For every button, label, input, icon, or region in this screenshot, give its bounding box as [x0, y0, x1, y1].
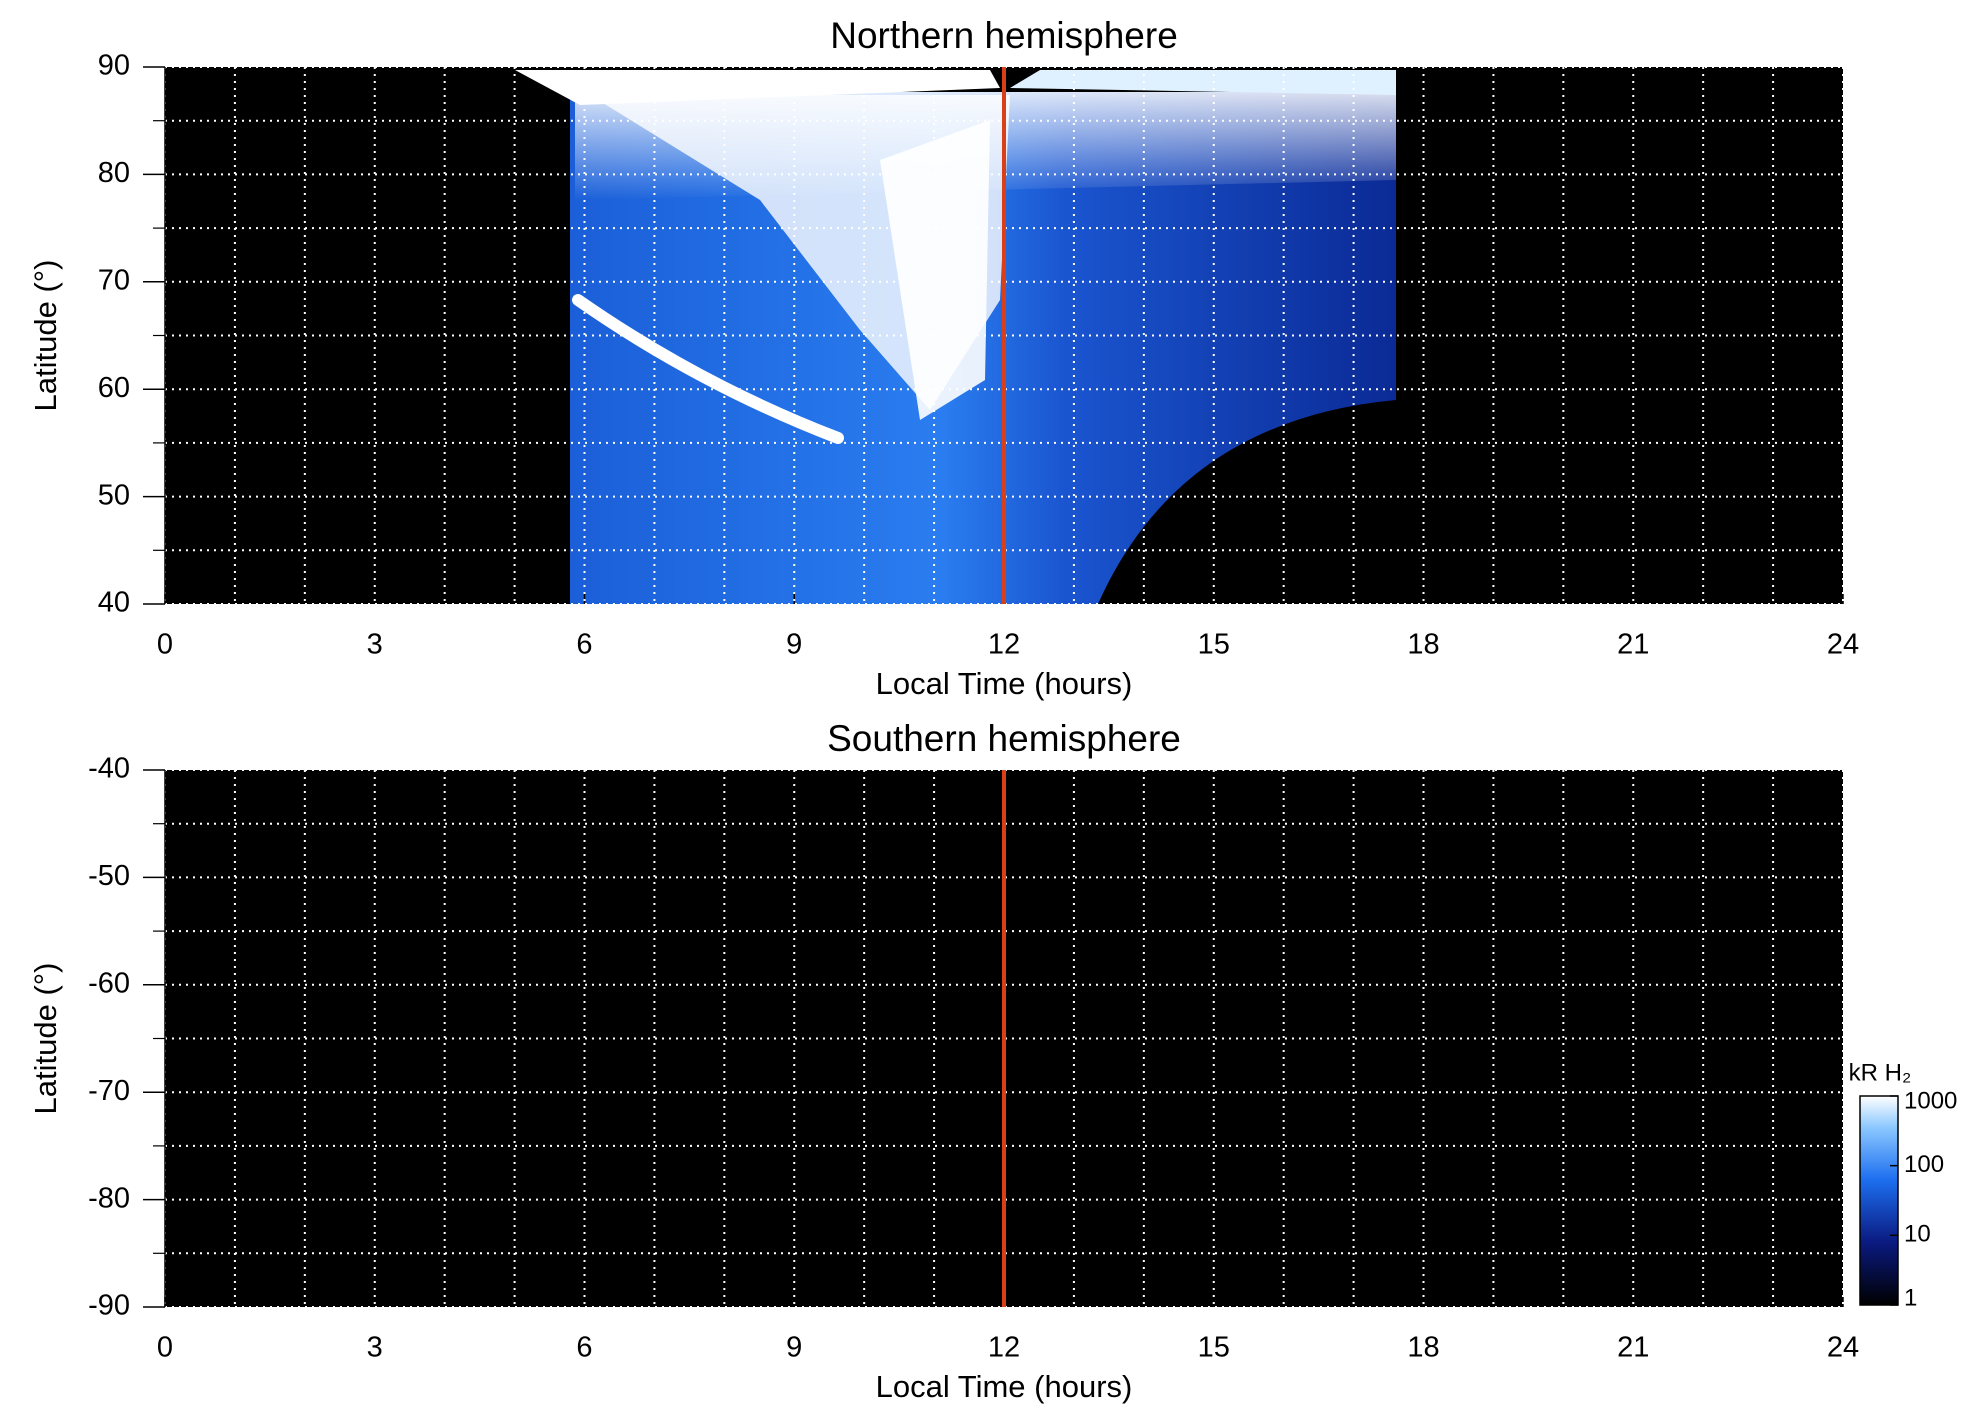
- colorbar-tick-label: 10: [1904, 1221, 1931, 1248]
- colorbar: [1859, 1095, 1899, 1306]
- emission-arc: [572, 294, 844, 444]
- x-tick-label: 0: [157, 629, 173, 661]
- colorbar-label: kR H₂: [1849, 1059, 1912, 1086]
- x-tick-label: 15: [1198, 1332, 1230, 1364]
- colorbar-tick-label: 1: [1904, 1284, 1917, 1311]
- y-tick-label: -70: [88, 1075, 130, 1107]
- y-axis-label: Latitude (°): [28, 260, 63, 412]
- y-tick-label: 70: [98, 264, 130, 296]
- x-tick-label: 3: [367, 629, 383, 661]
- x-tick-label: 12: [988, 629, 1020, 661]
- x-axis-label: Local Time (hours): [876, 1369, 1133, 1404]
- x-tick-label: 18: [1407, 629, 1439, 661]
- chart-title: Southern hemisphere: [827, 718, 1181, 759]
- x-tick-label: 0: [157, 1332, 173, 1364]
- y-tick-label: -50: [88, 860, 130, 892]
- colorbar-tick-label: 100: [1904, 1151, 1944, 1178]
- y-tick-label: 50: [98, 479, 130, 511]
- y-tick-label: 80: [98, 157, 130, 189]
- x-tick-label: 6: [576, 629, 592, 661]
- x-axis-label: Local Time (hours): [876, 666, 1133, 701]
- y-tick-label: 90: [98, 50, 130, 82]
- y-tick-label: -90: [88, 1290, 130, 1322]
- x-tick-label: 9: [786, 1332, 802, 1364]
- colorbar-tick-label: 1000: [1904, 1087, 1957, 1114]
- x-tick-label: 24: [1827, 629, 1859, 661]
- x-tick-label: 3: [367, 1332, 383, 1364]
- y-tick-label: 60: [98, 372, 130, 404]
- y-tick-label: -60: [88, 967, 130, 999]
- axes: Northern hemisphere Local Time (hours) Lat…: [28, 15, 1957, 1404]
- x-tick-label: 24: [1827, 1332, 1859, 1364]
- x-tick-label: 21: [1617, 1332, 1649, 1364]
- emission-fan: [515, 70, 1000, 105]
- x-tick-label: 21: [1617, 629, 1649, 661]
- y-axis-label: Latitude (°): [28, 963, 63, 1115]
- x-tick-label: 12: [988, 1332, 1020, 1364]
- y-tick-label: 40: [98, 587, 130, 619]
- x-tick-label: 18: [1407, 1332, 1439, 1364]
- emission-fan: [1010, 70, 1396, 95]
- y-tick-label: -40: [88, 753, 130, 785]
- x-tick-label: 15: [1198, 629, 1230, 661]
- chart-title: Northern hemisphere: [830, 15, 1178, 56]
- x-tick-label: 6: [576, 1332, 592, 1364]
- y-tick-label: -80: [88, 1182, 130, 1214]
- x-tick-label: 9: [786, 629, 802, 661]
